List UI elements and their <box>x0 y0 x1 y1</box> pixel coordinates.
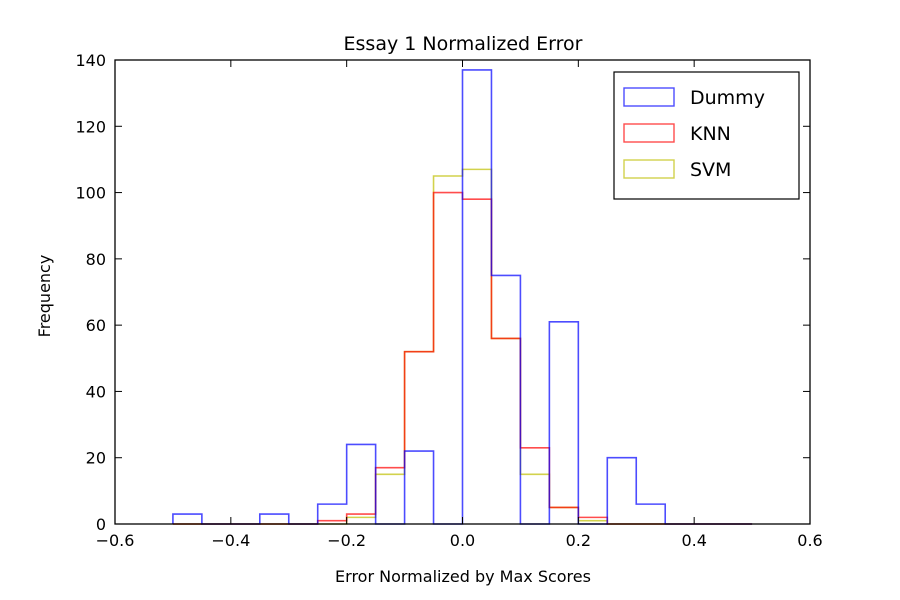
legend-swatch-knn <box>623 123 675 143</box>
y-tick-label: 60 <box>86 316 106 335</box>
bar-dummy-6 <box>347 444 376 524</box>
legend-swatch-svm <box>623 159 675 179</box>
legend-swatch-dummy <box>623 87 675 107</box>
bar-knn-12 <box>520 448 549 524</box>
legend: Dummy KNN SVM <box>613 71 800 200</box>
bar-dummy-16 <box>636 504 665 524</box>
x-tick-label: −0.4 <box>211 531 250 550</box>
y-tick-label: 80 <box>86 250 106 269</box>
bar-knn-9 <box>434 193 463 524</box>
x-tick-label: −0.2 <box>327 531 366 550</box>
legend-label-svm: SVM <box>690 159 731 181</box>
bar-dummy-15 <box>607 458 636 524</box>
chart-title: Essay 1 Normalized Error <box>344 33 583 55</box>
y-tick-label: 140 <box>75 51 106 70</box>
x-tick-label: 0.0 <box>450 531 475 550</box>
y-tick-label: 20 <box>86 449 106 468</box>
bar-dummy-3 <box>260 514 289 524</box>
bar-dummy-5 <box>318 504 347 524</box>
x-tick-label: 0.2 <box>566 531 591 550</box>
bar-knn-7 <box>376 468 405 524</box>
x-tick-label: 0.6 <box>797 531 822 550</box>
x-tick-label: −0.6 <box>96 531 135 550</box>
legend-label-dummy: Dummy <box>690 87 765 109</box>
x-tick-label: 0.4 <box>681 531 706 550</box>
x-axis-label: Error Normalized by Max Scores <box>335 567 591 586</box>
y-tick-label: 0 <box>96 515 106 534</box>
bar-knn-14 <box>578 517 607 524</box>
bar-dummy-0 <box>173 514 202 524</box>
bar-dummy-11 <box>491 275 520 524</box>
axis-layer: −0.6 −0.4 −0.2 0.0 0.2 0.4 0.6 0 20 40 60 80 100 120 1… <box>75 51 822 550</box>
y-tick-label: 40 <box>86 382 106 401</box>
bar-dummy-10 <box>463 70 492 524</box>
bar-dummy-8 <box>405 451 434 524</box>
y-axis-label: Frequency <box>35 255 54 338</box>
legend-label-knn: KNN <box>690 123 731 145</box>
y-tick-label: 120 <box>75 117 106 136</box>
y-tick-label: 100 <box>75 184 106 203</box>
bar-dummy-13 <box>549 322 578 524</box>
